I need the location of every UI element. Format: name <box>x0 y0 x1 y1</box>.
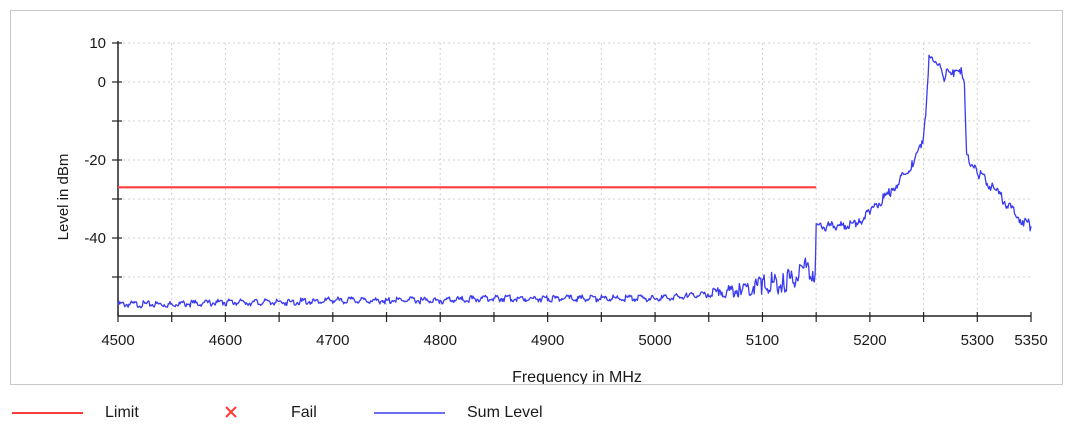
y-tick-label: 10 <box>89 35 106 52</box>
x-tick-label: 5200 <box>853 332 886 349</box>
legend-label-fail: Fail <box>291 404 317 421</box>
x-tick-label: 5300 <box>961 332 994 349</box>
axes: 10 0 -20 -40 4500 4600 4700 4800 4900 5000 5100 520… <box>84 35 1047 349</box>
y-axis-label: Level in dBm <box>55 154 72 241</box>
legend-label-limit: Limit <box>105 404 139 421</box>
chart: 10 0 -20 -40 4500 4600 4700 4800 4900 5000 5100 520… <box>55 35 1048 386</box>
y-tick-label: -40 <box>84 230 106 247</box>
legend-swatch-limit <box>12 412 83 414</box>
legend-item-limit: Limit <box>10 398 139 428</box>
plot-area <box>117 54 1032 309</box>
legend-label-sum-level: Sum Level <box>467 404 543 421</box>
legend-item-fail: Fail <box>222 398 317 428</box>
x-tick-label: 5350 <box>1014 332 1047 349</box>
x-tick-label: 4500 <box>101 332 134 349</box>
x-tick-label: 4600 <box>209 332 242 349</box>
legend-swatch-fail <box>225 406 237 418</box>
y-tick-label: -20 <box>84 152 106 169</box>
legend-swatch-sum-level <box>374 412 445 414</box>
x-tick-label: 5100 <box>746 332 779 349</box>
legend-item-sum-level: Sum Level <box>372 398 543 428</box>
legend: Limit Fail Sum Level <box>0 398 1065 433</box>
x-axis-label: Frequency in MHz <box>512 369 642 384</box>
grid <box>118 42 1031 316</box>
y-tick-label: 0 <box>98 74 106 91</box>
x-tick-label: 4800 <box>424 332 457 349</box>
series-line-sum-level <box>117 54 1032 309</box>
x-tick-label: 4700 <box>316 332 349 349</box>
x-tick-label: 4900 <box>531 332 564 349</box>
x-tick-label: 5000 <box>638 332 671 349</box>
chart-frame: 10 0 -20 -40 4500 4600 4700 4800 4900 5000 5100 520… <box>10 10 1063 386</box>
